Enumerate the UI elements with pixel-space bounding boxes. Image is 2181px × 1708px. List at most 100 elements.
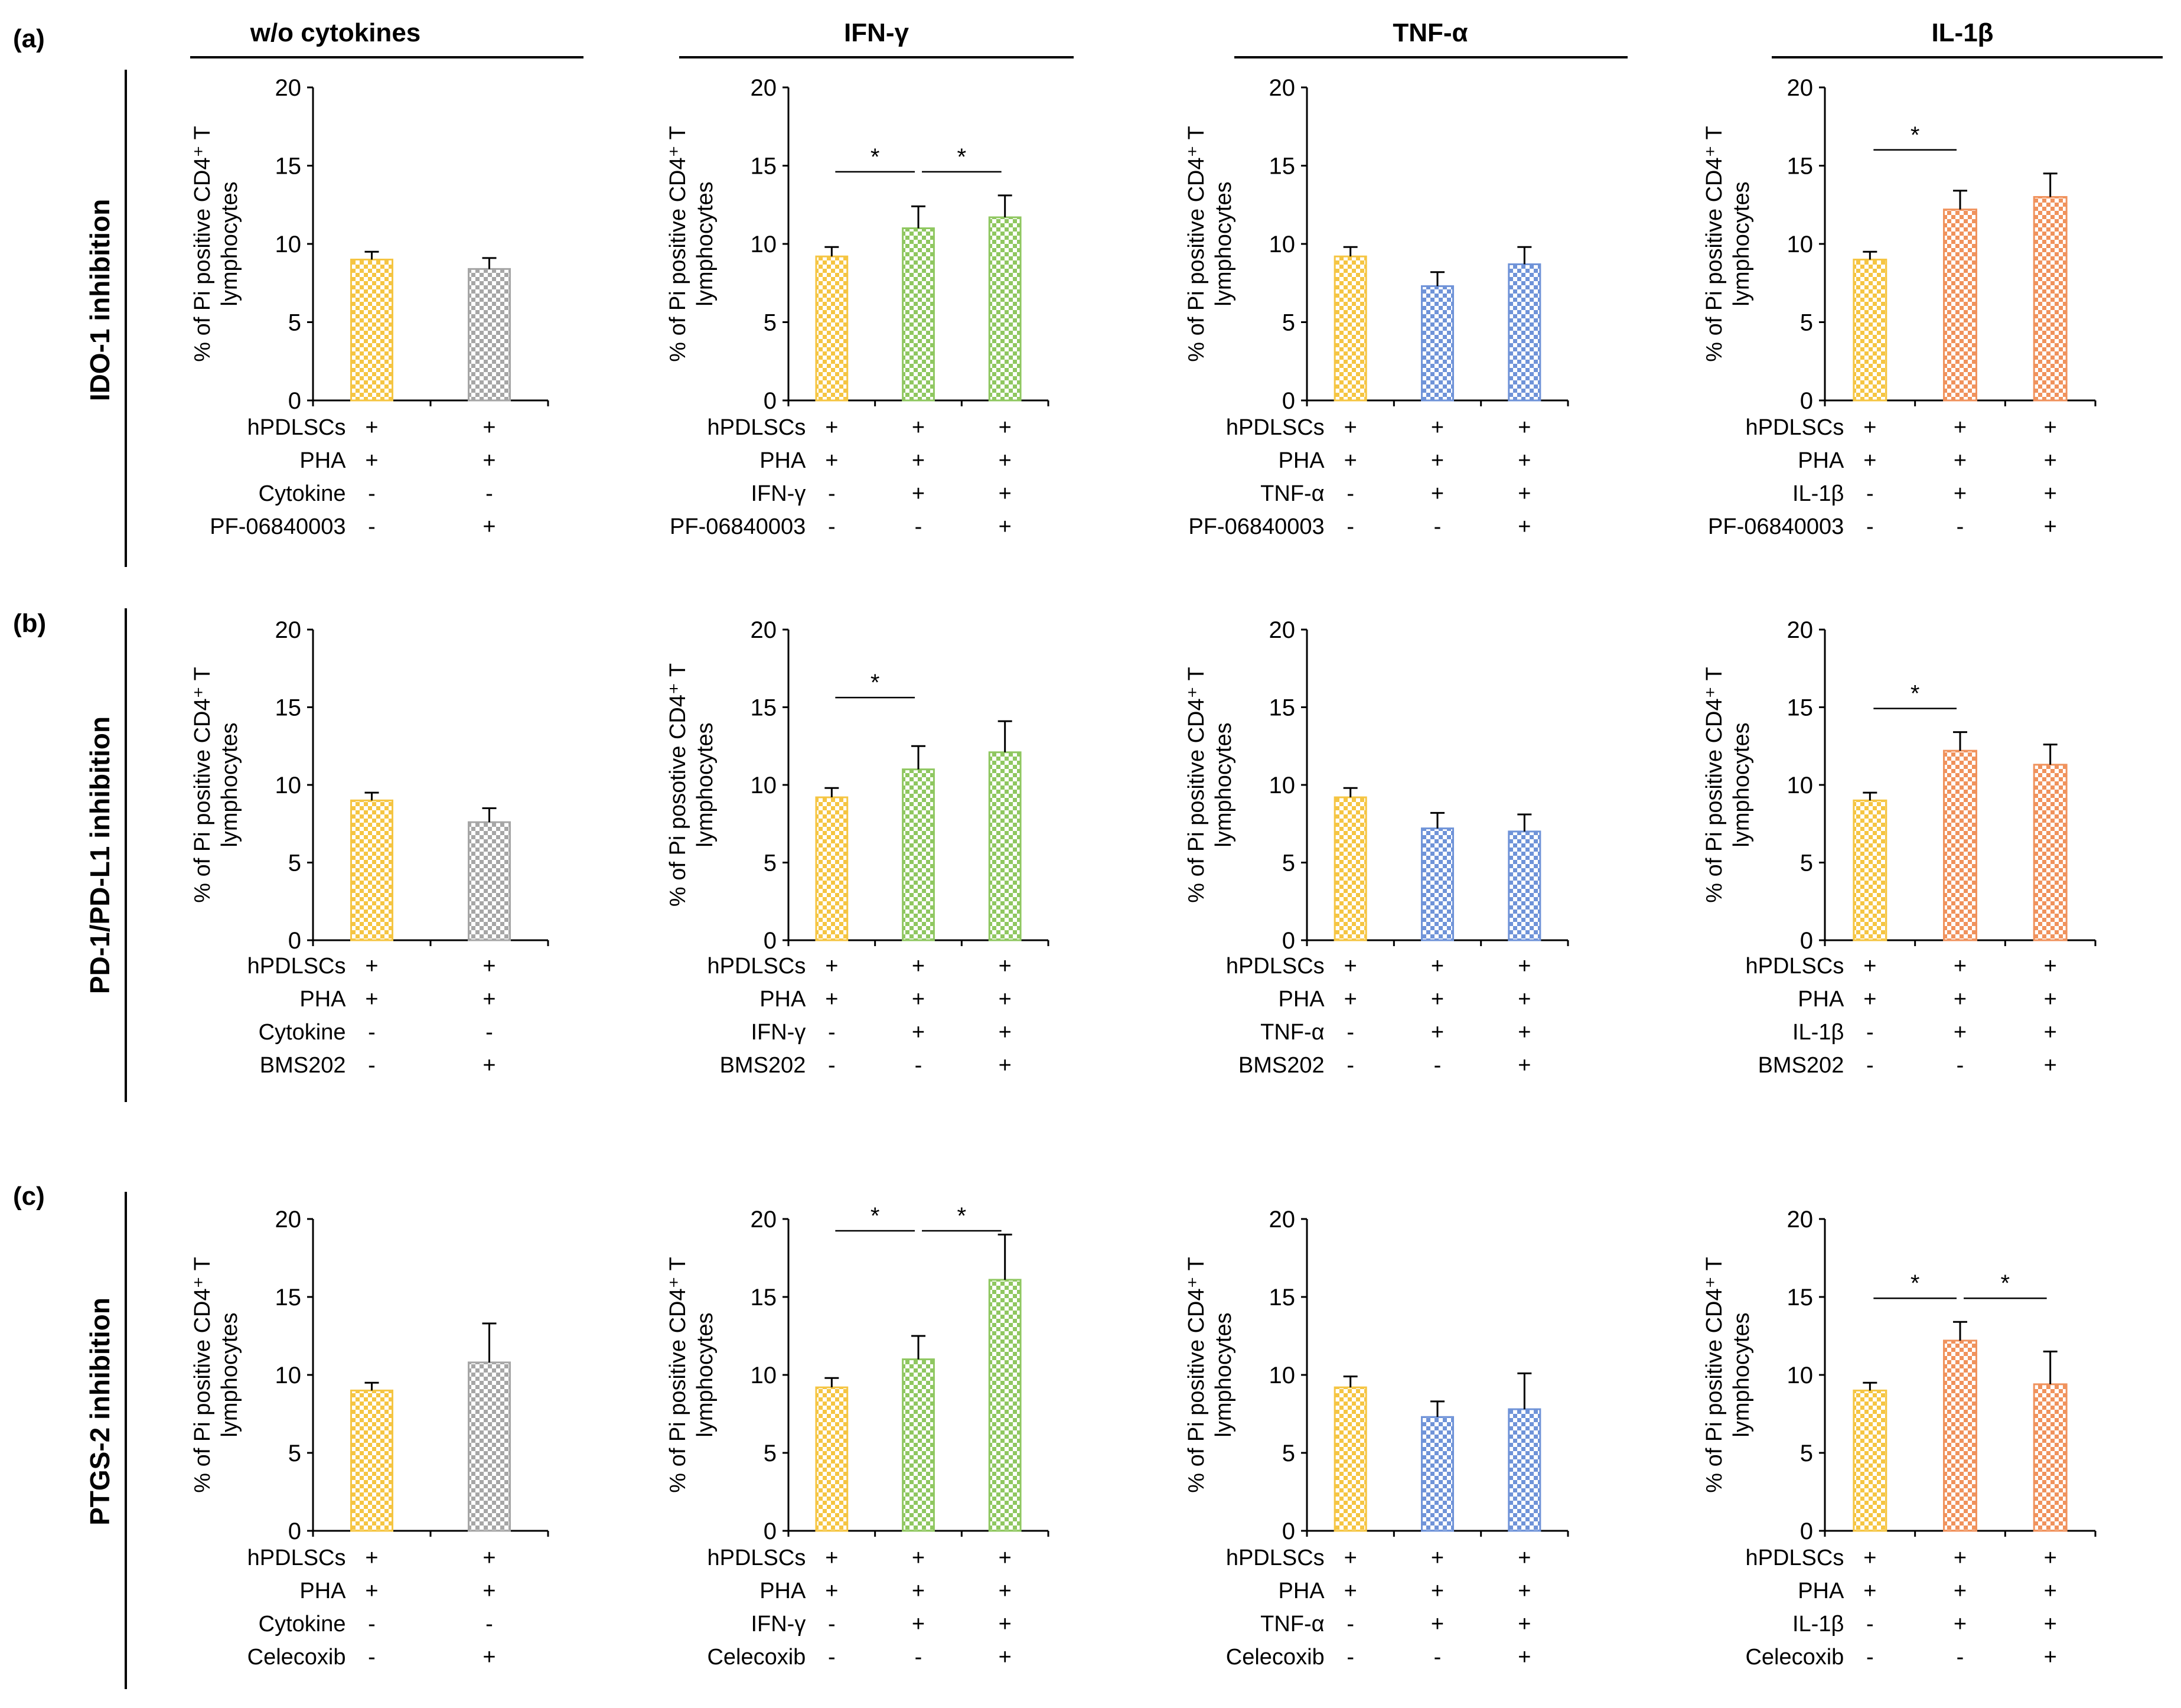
condition-sign: + xyxy=(365,987,378,1012)
y-tick-label: 20 xyxy=(1269,1207,1296,1233)
bar-1 xyxy=(1853,1389,1887,1532)
bar-3 xyxy=(988,1279,1022,1532)
bar-1 xyxy=(1334,796,1367,941)
significance-star: * xyxy=(871,1203,880,1229)
condition-label: hPDLSCs xyxy=(707,415,806,440)
condition-sign: + xyxy=(825,1579,838,1603)
y-tick-label: 10 xyxy=(751,232,777,257)
condition-label: IL-1β xyxy=(1792,1612,1844,1637)
condition-sign: + xyxy=(1344,448,1357,473)
condition-label: Celecoxib xyxy=(1745,1645,1844,1670)
y-tick-label: 10 xyxy=(1787,1363,1814,1388)
condition-label: hPDLSCs xyxy=(1226,1546,1325,1570)
condition-sign: + xyxy=(1344,415,1357,440)
bar-3 xyxy=(2033,196,2068,402)
condition-sign: + xyxy=(912,415,925,440)
condition-sign: + xyxy=(1431,1020,1444,1045)
condition-sign: + xyxy=(1518,415,1531,440)
y-tick-label: 15 xyxy=(1269,1285,1296,1311)
bar-2 xyxy=(1420,285,1455,402)
condition-sign: - xyxy=(485,1612,493,1637)
condition-sign: + xyxy=(2044,1020,2057,1045)
condition-label: PHA xyxy=(1279,1579,1325,1603)
bar-3 xyxy=(2033,764,2068,941)
condition-sign: + xyxy=(2044,1645,2057,1670)
condition-label: PHA xyxy=(1279,448,1325,473)
y-tick-label: 15 xyxy=(275,1285,302,1311)
condition-sign: + xyxy=(1518,1612,1531,1637)
condition-label: hPDLSCs xyxy=(1745,954,1844,979)
y-axis-label: % of Pi positive CD4⁺ T xyxy=(1184,1257,1209,1493)
condition-sign: + xyxy=(999,954,1012,979)
condition-sign: - xyxy=(1957,514,1964,539)
condition-sign: + xyxy=(1431,1546,1444,1570)
y-tick-label: 5 xyxy=(764,1440,777,1466)
y-tick-label: 5 xyxy=(1800,1440,1813,1466)
y-axis-label: % of Pi positive CD4⁺ T xyxy=(1184,126,1209,362)
bar-2 xyxy=(468,1361,511,1532)
condition-sign: + xyxy=(1431,987,1444,1012)
condition-sign: + xyxy=(483,987,495,1012)
condition-sign: + xyxy=(1431,954,1444,979)
condition-sign: + xyxy=(1954,448,1967,473)
condition-sign: + xyxy=(1344,1579,1357,1603)
condition-sign: + xyxy=(1863,1546,1876,1570)
condition-sign: + xyxy=(1954,1579,1967,1603)
condition-sign: + xyxy=(912,987,925,1012)
condition-sign: + xyxy=(999,1020,1012,1045)
bar-2 xyxy=(468,821,511,941)
y-tick-label: 0 xyxy=(1282,928,1295,954)
y-tick-label: 15 xyxy=(275,154,302,180)
condition-sign: + xyxy=(1518,514,1531,539)
y-tick-label: 5 xyxy=(1800,310,1813,336)
condition-sign: + xyxy=(825,448,838,473)
bar-2 xyxy=(468,268,511,402)
y-tick-label: 20 xyxy=(1787,617,1814,643)
significance-star: * xyxy=(871,670,880,696)
y-tick-label: 20 xyxy=(1787,75,1814,101)
row-title-ido1: IDO-1 inhibition xyxy=(84,199,115,401)
condition-sign: + xyxy=(2044,448,2057,473)
y-axis-label-line2: lymphocytes xyxy=(1729,1312,1754,1437)
condition-label: hPDLSCs xyxy=(247,415,346,440)
bar-2 xyxy=(1420,827,1455,941)
condition-sign: - xyxy=(828,1053,836,1078)
y-tick-label: 0 xyxy=(1282,388,1295,414)
condition-sign: + xyxy=(999,1645,1012,1670)
y-tick-label: 0 xyxy=(764,388,777,414)
bar-3 xyxy=(988,216,1022,402)
condition-sign: - xyxy=(1347,1020,1354,1045)
condition-sign: - xyxy=(915,1053,922,1078)
condition-sign: + xyxy=(1518,1053,1531,1078)
condition-sign: + xyxy=(999,987,1012,1012)
condition-label: BMS202 xyxy=(720,1053,806,1078)
significance-star: * xyxy=(957,144,967,170)
y-tick-label: 10 xyxy=(275,772,302,798)
condition-sign: + xyxy=(483,415,495,440)
condition-sign: + xyxy=(1518,954,1531,979)
y-axis-label-line2: lymphocytes xyxy=(1729,181,1754,306)
y-axis-label: % of Pi positive CD4⁺ T xyxy=(190,667,215,903)
significance-star: * xyxy=(2001,1270,2010,1296)
bar-1 xyxy=(350,799,393,941)
condition-sign: + xyxy=(2044,415,2057,440)
condition-sign: - xyxy=(368,1645,376,1670)
condition-sign: + xyxy=(825,1546,838,1570)
condition-label: BMS202 xyxy=(1238,1053,1325,1078)
condition-sign: + xyxy=(1954,954,1967,979)
condition-sign: + xyxy=(1863,1579,1876,1603)
y-axis-label-line2: lymphocytes xyxy=(217,181,242,306)
condition-label: IFN-γ xyxy=(751,481,806,506)
significance-star: * xyxy=(1911,122,1920,148)
condition-sign: + xyxy=(912,1612,925,1637)
column-title-il1b: IL-1β xyxy=(1931,18,1993,47)
y-tick-label: 5 xyxy=(764,310,777,336)
y-tick-label: 15 xyxy=(1269,695,1296,721)
condition-sign: + xyxy=(1518,987,1531,1012)
bar-1 xyxy=(1334,1386,1367,1532)
condition-sign: - xyxy=(1866,481,1874,506)
